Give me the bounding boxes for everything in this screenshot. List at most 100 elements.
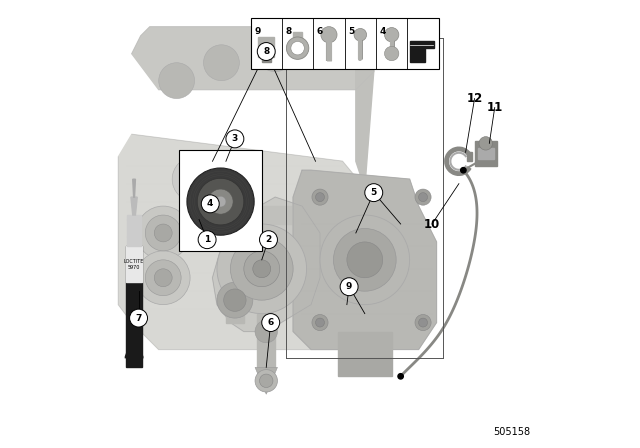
Circle shape <box>212 206 230 224</box>
Circle shape <box>154 269 172 287</box>
Circle shape <box>365 184 383 202</box>
Text: 6: 6 <box>268 318 274 327</box>
Polygon shape <box>475 141 497 166</box>
Circle shape <box>415 314 431 331</box>
Polygon shape <box>293 170 436 349</box>
Circle shape <box>136 206 190 260</box>
Circle shape <box>159 63 195 99</box>
Circle shape <box>154 224 172 242</box>
Polygon shape <box>132 27 374 90</box>
Circle shape <box>197 178 244 225</box>
Bar <box>251 18 439 69</box>
Circle shape <box>262 314 280 332</box>
Circle shape <box>253 260 271 278</box>
Circle shape <box>316 193 324 202</box>
Circle shape <box>204 45 239 81</box>
Circle shape <box>302 206 320 224</box>
Circle shape <box>235 215 298 278</box>
Circle shape <box>312 314 328 331</box>
Polygon shape <box>132 179 136 197</box>
Polygon shape <box>255 367 278 394</box>
Circle shape <box>316 318 324 327</box>
Circle shape <box>419 318 428 327</box>
Circle shape <box>217 282 253 318</box>
Circle shape <box>257 36 293 72</box>
Circle shape <box>320 215 410 305</box>
Text: 505158: 505158 <box>493 427 531 437</box>
Text: 4: 4 <box>207 199 213 208</box>
Text: 7: 7 <box>136 314 141 323</box>
Circle shape <box>257 43 275 60</box>
Text: 2: 2 <box>266 235 271 244</box>
Circle shape <box>226 130 244 148</box>
Circle shape <box>145 215 181 251</box>
Text: 8: 8 <box>285 27 292 36</box>
Circle shape <box>215 196 226 207</box>
Circle shape <box>208 189 233 214</box>
Circle shape <box>129 309 148 327</box>
Circle shape <box>204 197 239 233</box>
Text: 9: 9 <box>346 282 352 291</box>
Polygon shape <box>127 215 141 246</box>
Circle shape <box>321 26 337 43</box>
Circle shape <box>333 228 396 291</box>
Circle shape <box>136 251 190 305</box>
Circle shape <box>201 195 219 213</box>
Circle shape <box>195 188 248 242</box>
Circle shape <box>224 289 246 311</box>
Polygon shape <box>212 206 329 224</box>
Circle shape <box>217 224 307 314</box>
Polygon shape <box>410 42 435 62</box>
Text: 5: 5 <box>348 27 355 36</box>
Circle shape <box>244 251 280 287</box>
Circle shape <box>260 231 278 249</box>
Circle shape <box>145 260 181 296</box>
Circle shape <box>187 168 254 235</box>
Polygon shape <box>467 152 472 161</box>
Circle shape <box>385 28 399 42</box>
Text: LOCTITE
5970: LOCTITE 5970 <box>124 259 144 270</box>
Circle shape <box>172 157 217 202</box>
Polygon shape <box>118 134 365 349</box>
Text: 11: 11 <box>486 101 503 114</box>
Circle shape <box>415 189 431 205</box>
Circle shape <box>198 231 216 249</box>
Circle shape <box>255 370 278 392</box>
Polygon shape <box>257 314 275 367</box>
Circle shape <box>248 228 284 264</box>
Polygon shape <box>338 332 392 358</box>
Polygon shape <box>477 148 494 159</box>
Circle shape <box>287 37 308 59</box>
Polygon shape <box>131 197 137 215</box>
Polygon shape <box>338 358 392 376</box>
Polygon shape <box>126 246 142 358</box>
Circle shape <box>461 168 466 173</box>
Text: 10: 10 <box>424 217 440 231</box>
Text: 4: 4 <box>380 27 386 36</box>
Circle shape <box>340 278 358 296</box>
Text: 12: 12 <box>467 92 483 105</box>
Bar <box>179 150 262 251</box>
Text: 5: 5 <box>371 188 377 197</box>
Polygon shape <box>126 358 142 367</box>
Polygon shape <box>356 27 374 188</box>
Circle shape <box>293 197 329 233</box>
Circle shape <box>347 242 383 278</box>
Circle shape <box>230 237 293 300</box>
Circle shape <box>479 137 493 150</box>
Circle shape <box>312 189 328 205</box>
Circle shape <box>291 41 305 55</box>
Circle shape <box>354 29 367 41</box>
Polygon shape <box>258 37 275 57</box>
Text: 1: 1 <box>204 235 210 244</box>
Text: 9: 9 <box>254 27 260 36</box>
Polygon shape <box>262 53 271 62</box>
Polygon shape <box>293 33 302 48</box>
Circle shape <box>255 320 278 343</box>
Text: 6: 6 <box>317 27 323 36</box>
Polygon shape <box>226 278 244 323</box>
Polygon shape <box>126 246 142 282</box>
Circle shape <box>398 374 403 379</box>
Circle shape <box>385 47 399 61</box>
Circle shape <box>260 374 273 388</box>
